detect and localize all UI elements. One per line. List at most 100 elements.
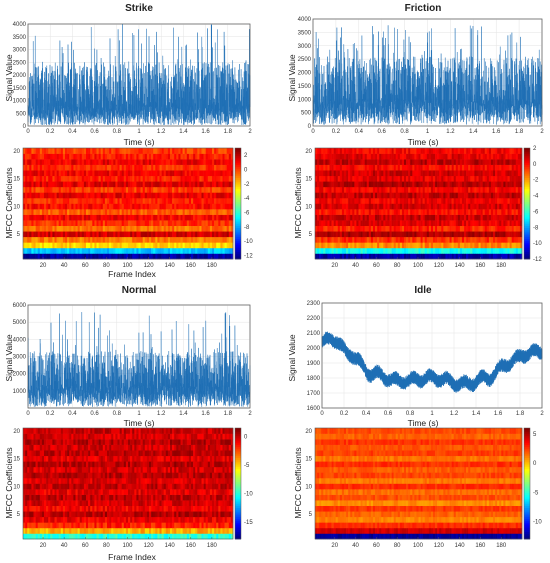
heatmap-cell <box>94 236 97 243</box>
x-tick-label: 1.4 <box>469 129 478 135</box>
heatmap-cell <box>214 242 217 249</box>
heatmap-cell <box>333 148 336 154</box>
heatmap-cell <box>412 175 415 182</box>
heatmap-cell <box>377 209 380 215</box>
heatmap-cell <box>92 500 95 506</box>
heatmap-cell <box>109 231 112 238</box>
heatmap-cell <box>493 197 496 204</box>
y-tick-label: 0 <box>308 124 312 130</box>
heatmap-cell <box>381 225 384 232</box>
heatmap-cell <box>428 214 432 221</box>
heatmap-cell <box>161 516 164 523</box>
heatmap-cell <box>46 253 49 260</box>
heatmap-cell <box>46 500 49 506</box>
heatmap-cell <box>197 511 200 518</box>
heatmap-cell <box>65 175 68 182</box>
strike-ylabel: Signal Value <box>4 54 14 101</box>
heatmap-cell <box>62 247 66 254</box>
heatmap-cell <box>203 181 206 188</box>
heatmap-cell <box>486 175 490 182</box>
heatmap-cell <box>191 209 194 215</box>
heatmap-cell <box>441 181 444 188</box>
heatmap-cell <box>517 153 521 160</box>
heatmap-cell <box>157 159 160 165</box>
heatmap-cell <box>422 159 426 165</box>
heatmap-cell <box>435 236 438 243</box>
heatmap-cell <box>90 148 93 154</box>
colorbar-step <box>524 190 530 193</box>
heatmap-cell <box>165 170 169 177</box>
heatmap-cell <box>511 148 515 154</box>
heatmap-cell <box>505 231 508 238</box>
heatmap-cell <box>443 197 446 204</box>
heatmap-cell <box>389 209 392 215</box>
heatmap-cell <box>98 225 101 232</box>
heatmap-cell <box>159 522 162 529</box>
heatmap-cell <box>117 253 120 260</box>
heatmap-cell <box>214 186 217 193</box>
heatmap-cell <box>134 225 137 232</box>
heatmap-cell <box>437 159 440 165</box>
heatmap-cell <box>62 181 66 188</box>
heatmap-cell <box>449 192 452 199</box>
heatmap-cell <box>509 148 512 154</box>
heatmap-cell <box>153 505 156 512</box>
heatmap-cell <box>178 153 181 160</box>
heatmap-cell <box>144 253 148 260</box>
heatmap-cell <box>455 153 459 160</box>
heatmap-cell <box>379 153 382 160</box>
heatmap-cell <box>205 527 209 534</box>
heatmap-cell <box>104 214 108 221</box>
heatmap-cell <box>33 186 36 193</box>
heatmap-cell <box>170 516 173 523</box>
heatmap-cell <box>81 181 85 188</box>
heatmap-cell <box>65 197 68 204</box>
heatmap-cell <box>155 186 158 193</box>
heatmap-cell <box>88 505 91 512</box>
heatmap-cell <box>346 170 349 177</box>
heatmap-cell <box>426 236 430 243</box>
heatmap-cell <box>77 247 80 254</box>
heatmap-cell <box>174 170 177 177</box>
heatmap-cell <box>319 214 322 221</box>
heatmap-cell <box>372 247 376 254</box>
heatmap-cell <box>317 148 320 154</box>
heatmap-cell <box>170 533 173 540</box>
heatmap-cell <box>317 170 320 177</box>
heatmap-cell <box>360 181 363 188</box>
heatmap-cell <box>356 192 359 199</box>
heatmap-cell <box>71 253 74 260</box>
heatmap-cell <box>201 225 204 232</box>
heatmap-cell <box>404 186 407 193</box>
heatmap-cell <box>410 170 413 177</box>
heatmap-cell <box>327 242 330 249</box>
heatmap-cell <box>35 522 38 529</box>
heatmap-cell <box>113 186 116 193</box>
heatmap-cell <box>174 516 177 523</box>
heatmap-cell <box>445 220 448 226</box>
heatmap-cell <box>142 164 146 171</box>
heatmap-cell <box>499 236 502 243</box>
heatmap-cell <box>27 170 30 177</box>
heatmap-cell <box>96 209 99 215</box>
heatmap-cell <box>172 511 175 518</box>
heatmap-cell <box>69 175 72 182</box>
heatmap-cell <box>90 236 93 243</box>
heatmap-cell <box>331 236 334 243</box>
heatmap-cell <box>209 242 213 249</box>
heatmap-cell <box>493 203 496 210</box>
heatmap-cell <box>457 209 461 215</box>
heatmap-cell <box>331 220 334 226</box>
heatmap-cell <box>79 242 83 249</box>
heatmap-cell <box>401 175 405 182</box>
heatmap-cell <box>226 203 230 210</box>
heatmap-cell <box>146 181 150 188</box>
heatmap-cell <box>499 214 502 221</box>
heatmap-cell <box>159 242 162 249</box>
heatmap-cell <box>39 247 43 254</box>
heatmap-cell <box>329 236 332 243</box>
heatmap-cell <box>362 203 365 210</box>
heatmap-cell <box>178 527 181 534</box>
heatmap-cell <box>377 225 380 232</box>
heatmap-cell <box>511 170 515 177</box>
